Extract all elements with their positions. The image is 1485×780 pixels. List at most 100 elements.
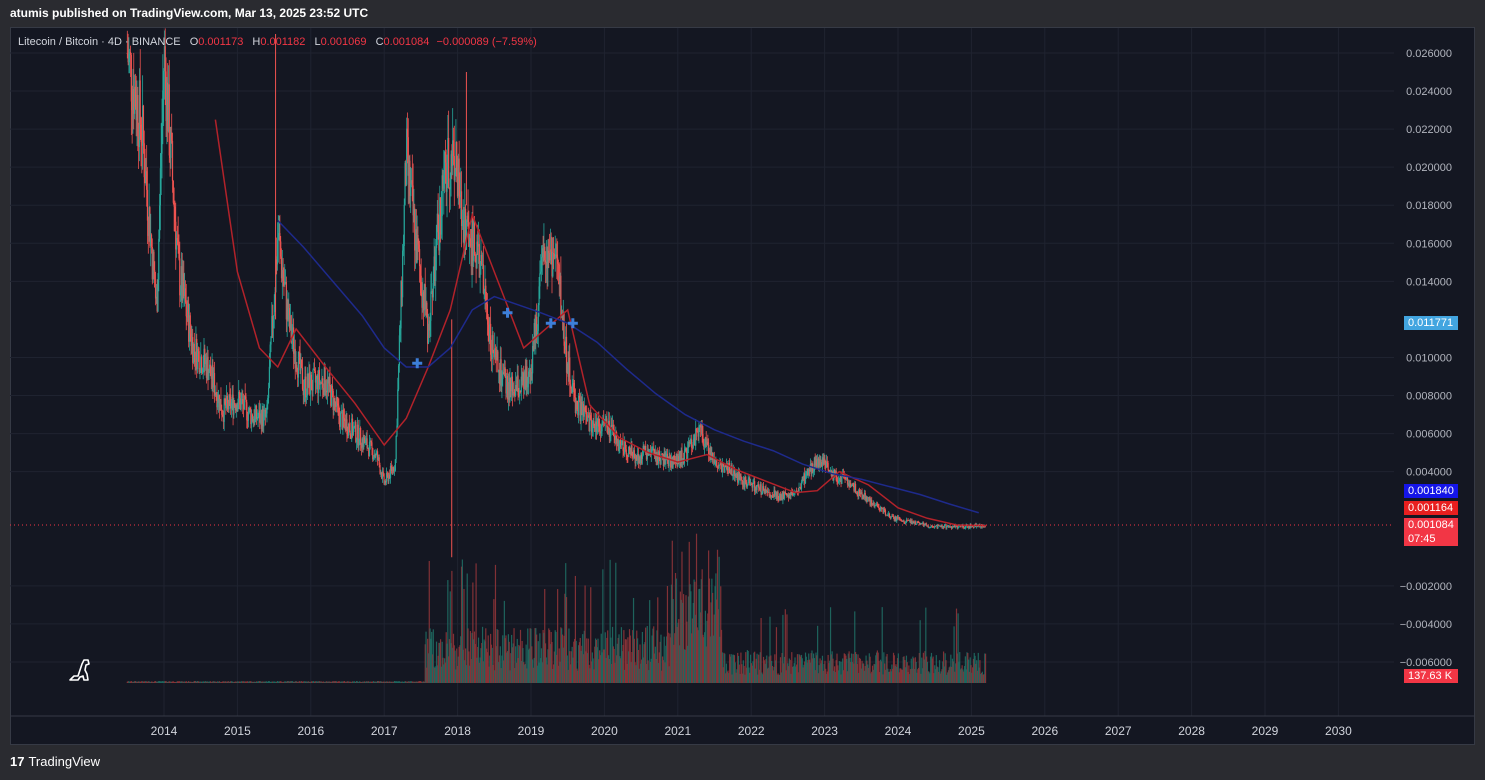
candle-body [625, 449, 627, 455]
volume-bar [439, 639, 442, 683]
candle-body [972, 526, 975, 528]
volume-bar [454, 650, 456, 683]
candle-body [257, 417, 259, 419]
volume-bar [833, 670, 835, 683]
candle-body [620, 444, 623, 446]
candle-body [809, 464, 811, 472]
volume-bar [234, 681, 236, 683]
candle-body [259, 410, 261, 423]
candle-body [577, 409, 579, 416]
volume-bar [573, 638, 576, 683]
volume-bar [622, 644, 624, 683]
chart-frame[interactable] [10, 27, 1475, 745]
candle-body [227, 402, 229, 410]
candle-body [565, 336, 567, 350]
candle-body [150, 234, 152, 246]
volume-bar [312, 681, 314, 683]
tradingview-logo-icon[interactable]: 17 [10, 754, 25, 769]
volume-bar [888, 671, 890, 683]
candle-body [538, 286, 540, 306]
volume-bar [616, 643, 618, 683]
volume-bar [346, 681, 348, 683]
volume-bar [791, 652, 793, 683]
candle-body [452, 140, 454, 166]
volume-bar [842, 670, 845, 683]
volume-bar [723, 652, 725, 683]
candle-body [439, 197, 442, 235]
volume-bar [892, 652, 895, 683]
candle-body [718, 464, 720, 468]
volume-bar [426, 667, 428, 683]
volume-bar [129, 681, 132, 683]
volume-bar [926, 661, 929, 683]
volume-bar [341, 681, 343, 683]
candle-body [615, 431, 617, 440]
candle-body [766, 491, 769, 493]
candle-body [242, 399, 244, 404]
volume-bar [272, 681, 274, 683]
volume-bar [142, 681, 144, 683]
candle-body [326, 379, 329, 393]
candle-body [569, 384, 572, 389]
candle-body [893, 517, 895, 521]
candle-body [312, 369, 314, 391]
volume-bar [895, 664, 897, 683]
candle-body [544, 246, 546, 261]
candle-body [518, 395, 520, 397]
symbol-label[interactable]: Litecoin / Bitcoin · 4D · BINANCE [18, 36, 181, 48]
candle-body [276, 240, 279, 265]
candle-body [635, 455, 637, 464]
candle-body [455, 141, 457, 172]
volume-bar [213, 681, 215, 683]
candle-body [863, 495, 865, 498]
candle-body [558, 264, 560, 285]
volume-bar [538, 662, 540, 683]
volume-bar [624, 639, 627, 683]
candle-body [363, 437, 365, 447]
candle-body [747, 479, 749, 485]
candle-body [900, 519, 902, 521]
volume-bar [238, 681, 240, 683]
candle-body [386, 473, 388, 475]
volume-bar [364, 681, 366, 683]
candle-body [644, 445, 646, 450]
candle-body [778, 499, 780, 501]
candle-body [261, 409, 263, 429]
symbol-legend[interactable]: Litecoin / Bitcoin · 4D · BINANCE O0.001… [18, 36, 537, 48]
candle-body [633, 450, 635, 456]
volume-bar [444, 658, 446, 683]
candle-body [908, 520, 910, 521]
volume-bar [606, 637, 608, 683]
volume-bar [250, 681, 252, 683]
candle-body [720, 463, 722, 465]
candle-body [546, 261, 548, 269]
signal-markers [412, 307, 578, 369]
volume-bar [758, 654, 760, 683]
candle-body [369, 440, 371, 442]
volume-bar [281, 681, 283, 683]
volume-bar [846, 658, 848, 683]
volume-bar [859, 658, 862, 683]
candle-body [594, 425, 596, 432]
volume-bar [905, 655, 908, 683]
volume-bar [827, 654, 829, 683]
footer-brand[interactable]: 17 TradingView [10, 754, 100, 769]
volume-bar [563, 635, 565, 683]
candle-body [345, 419, 347, 431]
candle-body [754, 481, 756, 492]
volume-bar [254, 681, 256, 683]
candle-body [497, 351, 499, 373]
volume-bar [743, 665, 745, 683]
volume-bar [311, 681, 313, 683]
candle-body [574, 397, 577, 413]
volume-bar [757, 674, 759, 683]
volume-bar [808, 659, 811, 683]
candle-body [934, 525, 937, 528]
volume-bar [932, 656, 934, 683]
candle-body [287, 299, 289, 320]
dino-icon[interactable] [66, 654, 96, 684]
candle-body [535, 316, 537, 339]
volume-bar [570, 651, 572, 683]
brand-label[interactable]: TradingView [28, 754, 101, 769]
